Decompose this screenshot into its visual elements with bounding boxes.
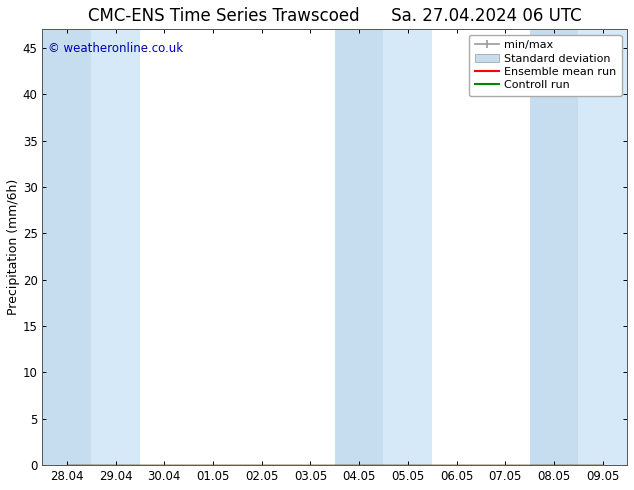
Bar [91, 29, 140, 465]
Text: © weatheronline.co.uk: © weatheronline.co.uk [48, 42, 183, 55]
Bar [529, 29, 578, 465]
Bar [335, 29, 384, 465]
Bar [578, 29, 627, 465]
Title: CMC-ENS Time Series Trawscoed      Sa. 27.04.2024 06 UTC: CMC-ENS Time Series Trawscoed Sa. 27.04.… [88, 7, 581, 25]
Legend: min/max, Standard deviation, Ensemble mean run, Controll run: min/max, Standard deviation, Ensemble me… [469, 35, 621, 96]
Bar [42, 29, 91, 465]
Bar [384, 29, 432, 465]
Y-axis label: Precipitation (mm/6h): Precipitation (mm/6h) [7, 179, 20, 316]
